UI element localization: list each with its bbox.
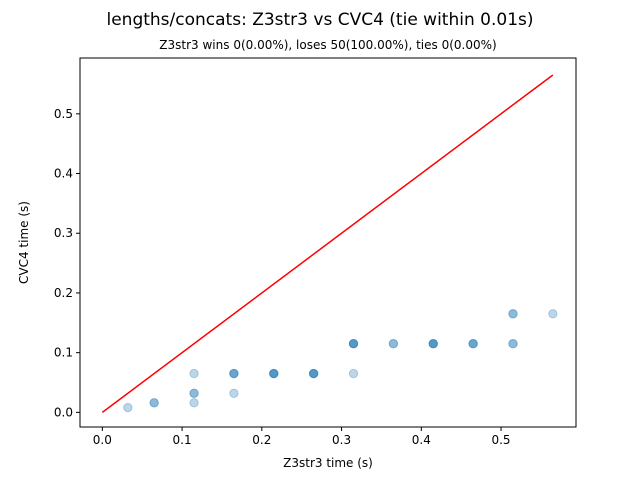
- scatter-point: [149, 398, 159, 408]
- axes-frame: [79, 57, 577, 428]
- y-tick-label: 0.0: [54, 405, 73, 419]
- scatter-point: [348, 368, 359, 379]
- chart-subtitle: Z3str3 wins 0(0.00%), loses 50(100.00%),…: [159, 38, 496, 52]
- scatter-point: [308, 368, 319, 379]
- y-tick-label: 0.4: [54, 167, 73, 181]
- y-axis-label: CVC4 time (s): [17, 201, 31, 284]
- scatter-point: [508, 339, 518, 349]
- scatter-point: [468, 339, 478, 349]
- scatter-point: [548, 309, 558, 319]
- x-axis-label: Z3str3 time (s): [283, 456, 373, 470]
- x-tick-label: 0.1: [173, 433, 192, 447]
- x-tick-label: 0.0: [93, 433, 112, 447]
- y-tick-label: 0.5: [54, 107, 73, 121]
- scatter-point: [388, 339, 399, 349]
- plot-area: [101, 74, 558, 413]
- y-axis: 0.0 0.1 0.2 0.3 0.4 0.5: [54, 107, 80, 419]
- y-tick-label: 0.3: [54, 226, 73, 240]
- scatter-point: [428, 339, 438, 349]
- diagonal-line: [101, 74, 554, 413]
- x-tick-label: 0.2: [252, 433, 271, 447]
- scatter-point: [123, 402, 133, 413]
- y-tick-label: 0.1: [54, 346, 73, 360]
- scatter-point: [229, 388, 239, 398]
- scatter-point: [189, 398, 199, 408]
- scatter-point: [508, 309, 518, 319]
- y-tick-label: 0.2: [54, 286, 73, 300]
- x-tick-label: 0.5: [491, 433, 510, 447]
- scatter-point: [269, 368, 279, 379]
- x-tick-label: 0.3: [332, 433, 351, 447]
- scatter-point: [189, 388, 199, 398]
- x-axis: 0.0 0.1 0.2 0.3 0.4 0.5: [93, 427, 511, 447]
- scatter-point: [229, 368, 239, 379]
- scatter-point: [189, 368, 199, 379]
- chart-title: lengths/concats: Z3str3 vs CVC4 (tie wit…: [106, 10, 533, 30]
- x-tick-label: 0.4: [412, 433, 431, 447]
- scatter-point: [348, 339, 359, 349]
